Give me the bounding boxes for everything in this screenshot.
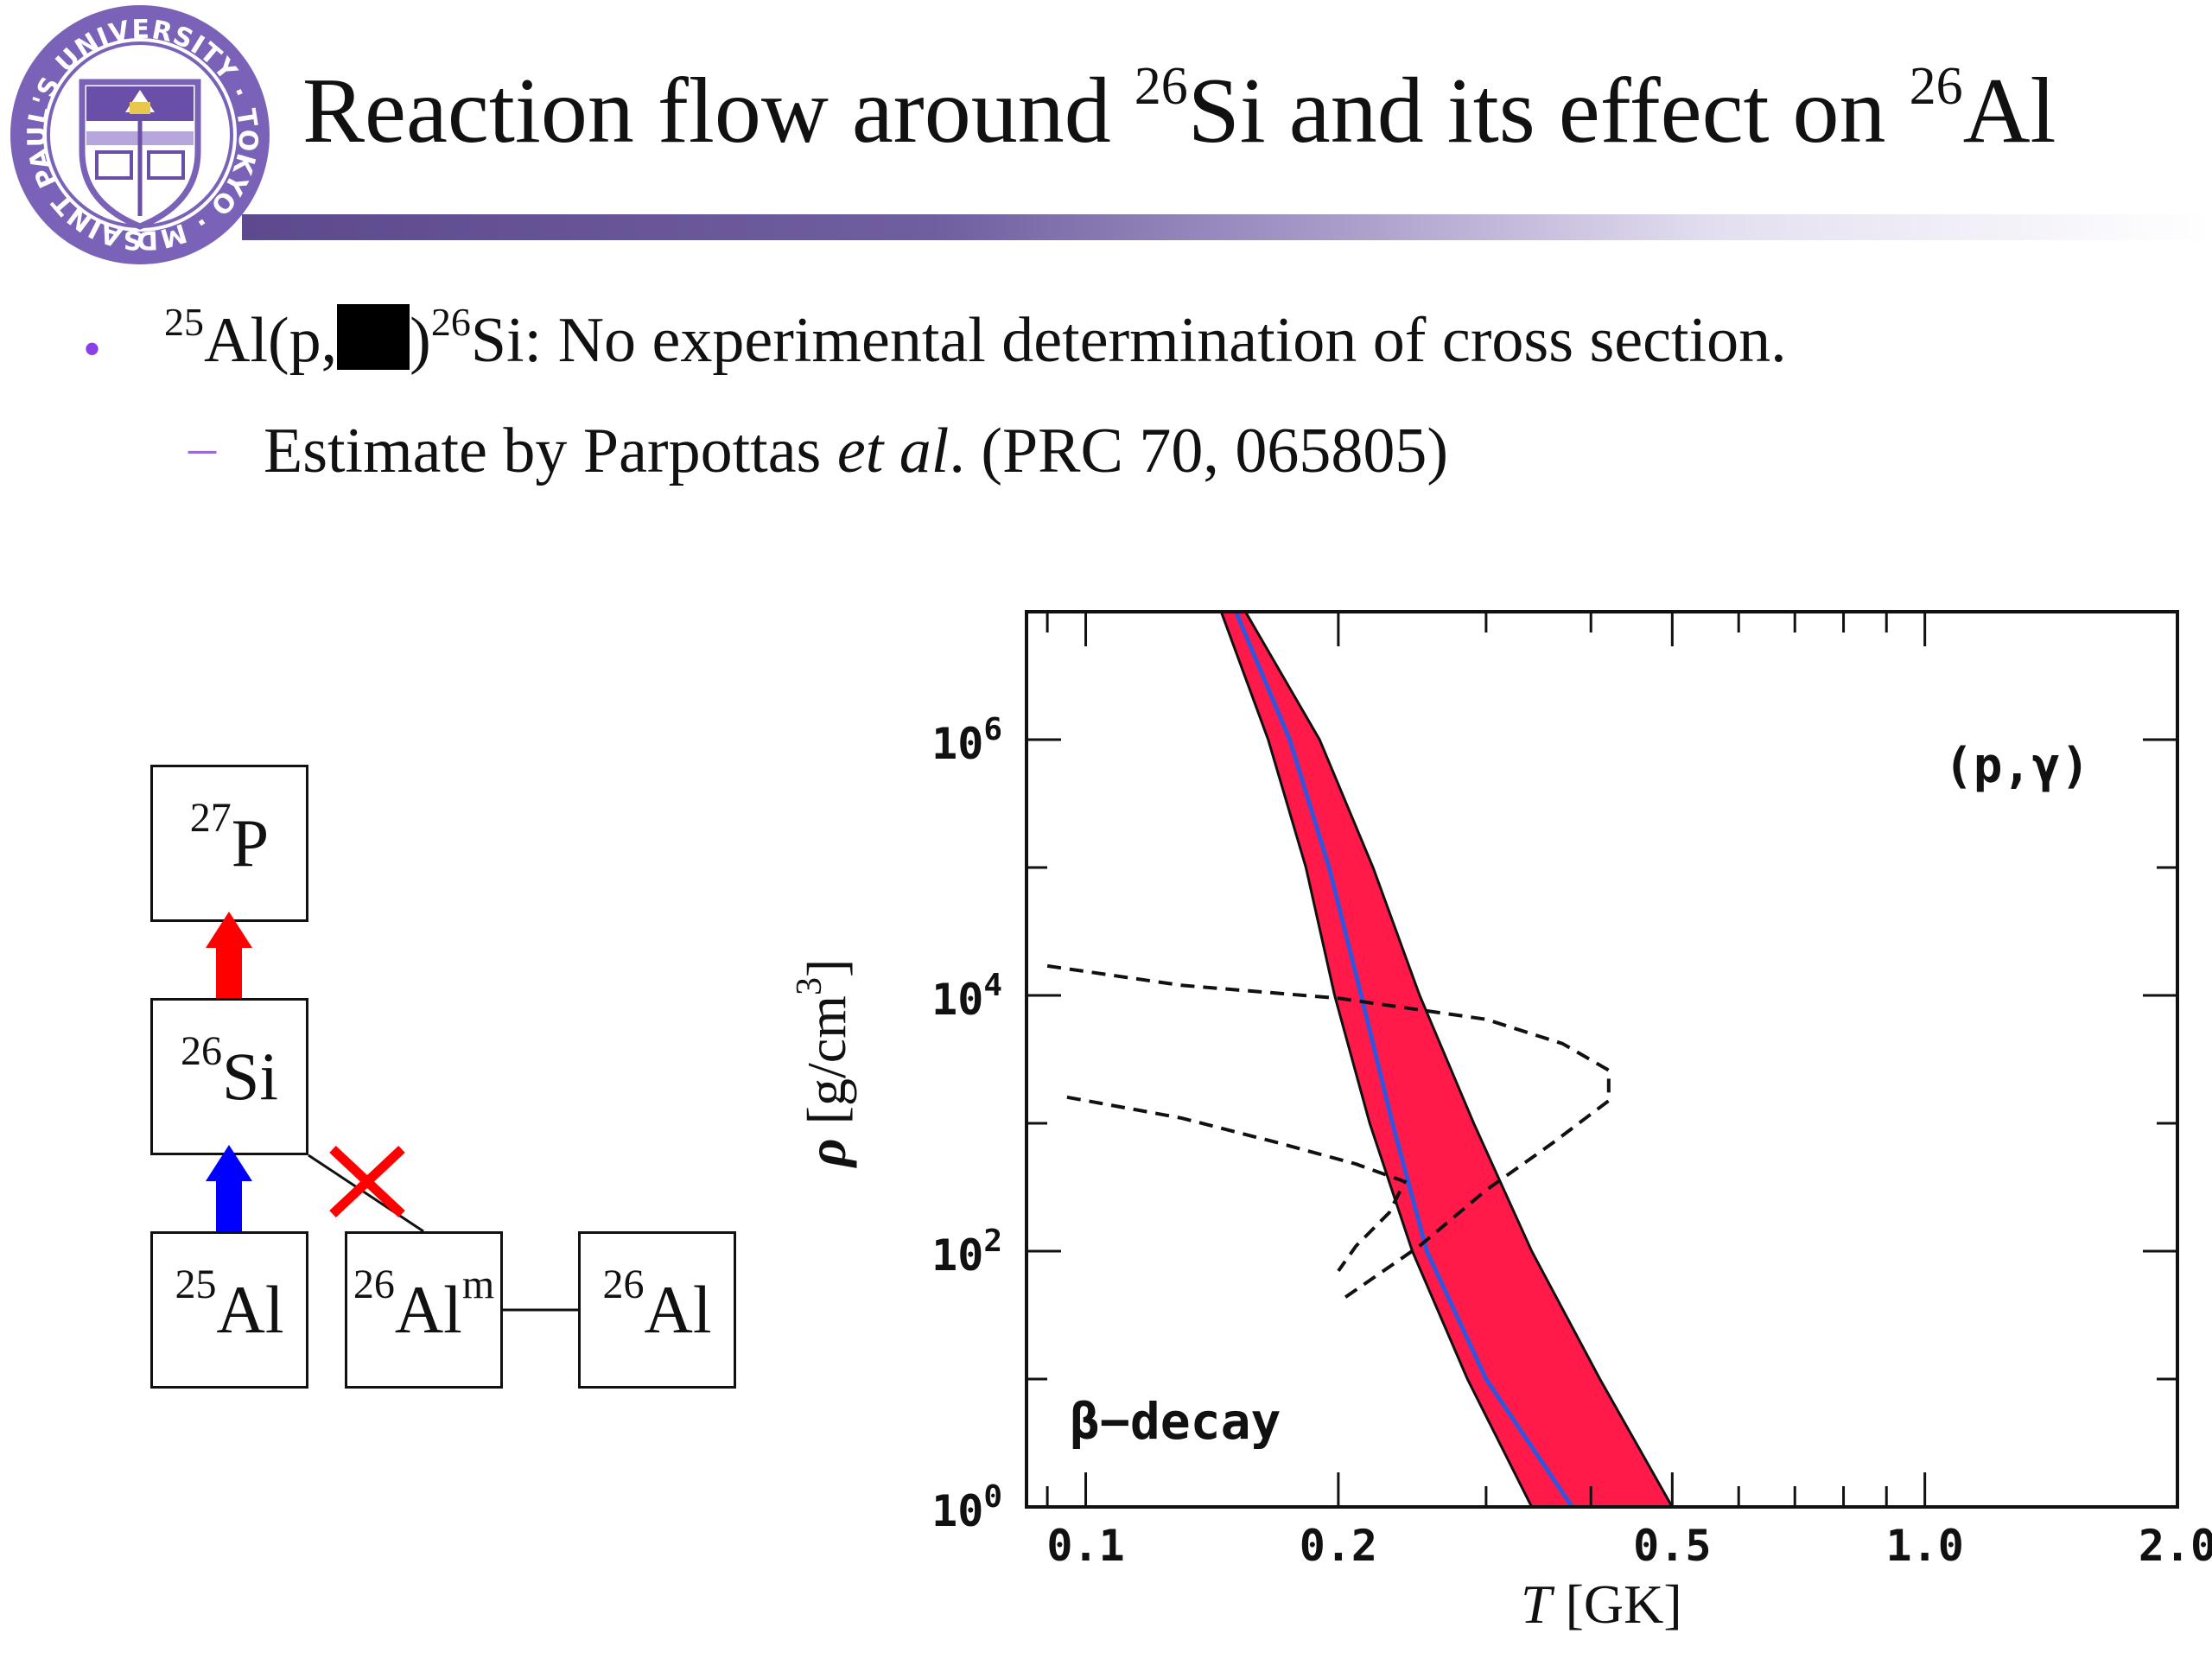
region-label-p-gamma: (p,γ) bbox=[1944, 738, 2090, 794]
y-axis-label: ρ [g/cm3] bbox=[790, 959, 857, 1169]
x-axis-label: T [GK] bbox=[1521, 1573, 1682, 1635]
x-tick-label: 0.1 bbox=[1046, 1521, 1124, 1571]
series-line-dashed-1 bbox=[1046, 963, 1611, 1304]
nucleus-26Alm: 26 Al m bbox=[345, 1231, 503, 1389]
bullet-estimate: Estimate by Parpottas et al. (PRC 70, 06… bbox=[264, 416, 1448, 486]
nucleus-26Al: 26 Al bbox=[578, 1231, 736, 1389]
x-tick-label: 0.2 bbox=[1300, 1521, 1377, 1571]
bullet-reaction: 25Al(p,)26Si: No experimental determinat… bbox=[164, 300, 1787, 376]
y-tick-label: 102 bbox=[931, 1224, 1002, 1281]
y-tick-label: 104 bbox=[931, 968, 1002, 1025]
redacted-block bbox=[337, 304, 410, 370]
x-tick-label: 0.5 bbox=[1633, 1521, 1711, 1571]
plot-frame bbox=[1025, 610, 2179, 1509]
bullet-marker: • bbox=[83, 321, 102, 378]
y-tick-label: 106 bbox=[931, 712, 1002, 769]
y-tick-label: 100 bbox=[931, 1479, 1002, 1536]
x-tick-labels: 0.1 0.2 0.5 1.0 2.0 bbox=[1046, 1521, 2212, 1571]
nucleus-26Si: 26 Si bbox=[150, 998, 308, 1155]
title-underline-bar bbox=[242, 214, 2212, 240]
x-tick-label: 1.0 bbox=[1886, 1521, 1964, 1571]
sub-bullet-marker: – bbox=[188, 416, 216, 477]
nucleus-27P: 27 P bbox=[150, 765, 308, 922]
region-label-beta-decay: β−decay bbox=[1070, 1392, 1281, 1451]
slide-title: Reaction flow around 26Si and its effect… bbox=[302, 57, 2056, 162]
x-tick-label: 2.0 bbox=[2139, 1521, 2212, 1571]
y-tick-labels: 100 102 104 106 bbox=[931, 712, 1002, 1536]
nucleus-25Al: 25 Al bbox=[150, 1231, 308, 1389]
university-logo: SAINT PAUL'S UNIVERSITY · TOKYO · MDCCCL… bbox=[0, 0, 270, 264]
band-region bbox=[1219, 612, 1675, 1507]
series-line-solid bbox=[1234, 612, 1574, 1507]
series-line-dashed-2 bbox=[1066, 1095, 1408, 1273]
